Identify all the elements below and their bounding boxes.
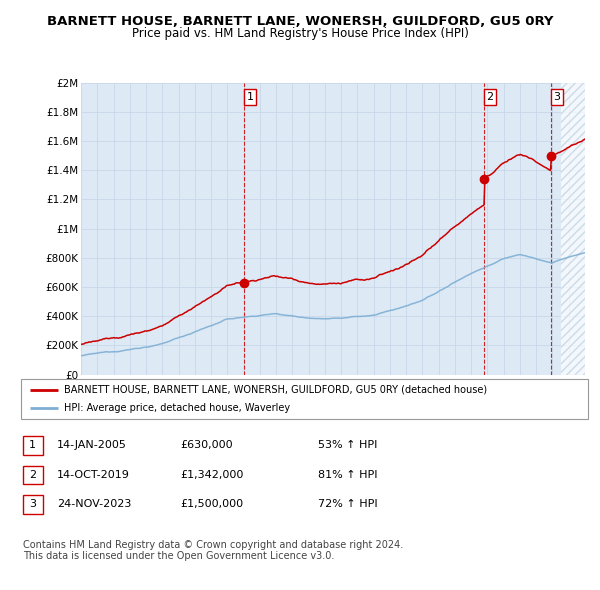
Text: 72% ↑ HPI: 72% ↑ HPI: [318, 500, 377, 509]
Text: 3: 3: [29, 500, 36, 509]
Text: 24-NOV-2023: 24-NOV-2023: [57, 500, 131, 509]
Text: 1: 1: [247, 92, 254, 102]
Text: Price paid vs. HM Land Registry's House Price Index (HPI): Price paid vs. HM Land Registry's House …: [131, 27, 469, 40]
Text: £630,000: £630,000: [180, 441, 233, 450]
Text: 53% ↑ HPI: 53% ↑ HPI: [318, 441, 377, 450]
Text: 2: 2: [487, 92, 494, 102]
Text: 81% ↑ HPI: 81% ↑ HPI: [318, 470, 377, 480]
Bar: [560, 83, 585, 375]
Text: 2: 2: [29, 470, 36, 480]
Text: HPI: Average price, detached house, Waverley: HPI: Average price, detached house, Wave…: [64, 403, 290, 413]
Text: £1,500,000: £1,500,000: [180, 500, 243, 509]
Text: £1,342,000: £1,342,000: [180, 470, 244, 480]
Text: 14-OCT-2019: 14-OCT-2019: [57, 470, 130, 480]
Text: BARNETT HOUSE, BARNETT LANE, WONERSH, GUILDFORD, GU5 0RY (detached house): BARNETT HOUSE, BARNETT LANE, WONERSH, GU…: [64, 385, 487, 395]
Text: 3: 3: [553, 92, 560, 102]
Text: Contains HM Land Registry data © Crown copyright and database right 2024.
This d: Contains HM Land Registry data © Crown c…: [23, 540, 403, 562]
Bar: [560, 83, 585, 375]
Text: 1: 1: [29, 441, 36, 450]
Text: 14-JAN-2005: 14-JAN-2005: [57, 441, 127, 450]
Text: BARNETT HOUSE, BARNETT LANE, WONERSH, GUILDFORD, GU5 0RY: BARNETT HOUSE, BARNETT LANE, WONERSH, GU…: [47, 15, 553, 28]
FancyBboxPatch shape: [21, 379, 588, 419]
